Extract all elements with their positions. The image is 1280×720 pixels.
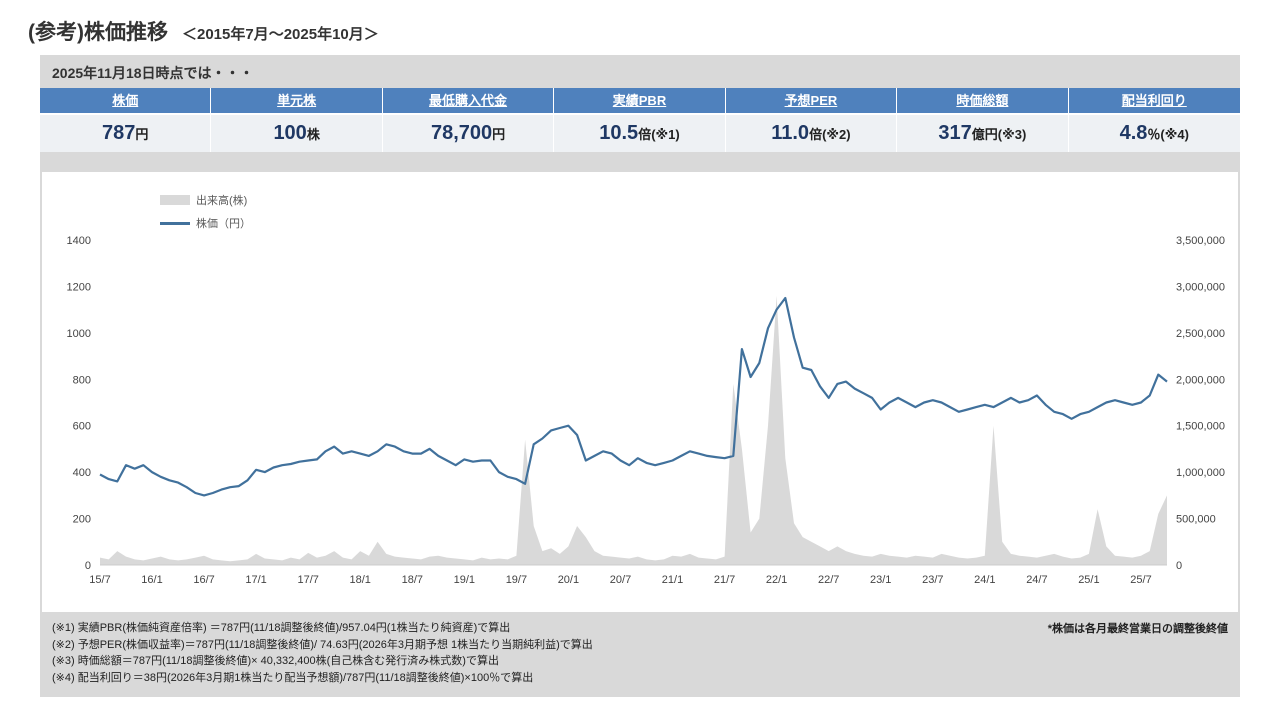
title-date-range: ＜2015年7月～2025年10月＞	[182, 26, 379, 43]
svg-text:16/7: 16/7	[193, 574, 214, 586]
svg-text:25/7: 25/7	[1130, 574, 1151, 586]
svg-text:1,500,000: 1,500,000	[1176, 421, 1225, 433]
svg-text:600: 600	[73, 421, 91, 433]
footnote-list: (※1) 実績PBR(株価純資産倍率) ＝787円(11/18調整後終値)/95…	[52, 620, 593, 686]
svg-text:22/1: 22/1	[766, 574, 787, 586]
chart-card: 出来高(株) 株価（円） 0 200 400 600 800 1000 1200 1400 0 5…	[42, 172, 1238, 612]
svg-text:17/1: 17/1	[245, 574, 266, 586]
svg-text:1,000,000: 1,000,000	[1176, 467, 1225, 479]
stat-column-price: 株価 787円	[40, 88, 212, 152]
stat-column-market-cap: 時価総額 317億円(※3)	[897, 88, 1069, 152]
svg-text:3,500,000: 3,500,000	[1176, 235, 1225, 247]
summary-table: 株価 787円 単元株 100株 最低購入代金 78,700円 実績PBR 10…	[40, 88, 1240, 152]
volume-legend-label: 出来高(株)	[196, 195, 248, 207]
svg-text:25/1: 25/1	[1078, 574, 1099, 586]
footnote-3: (※3) 時価総額＝787円(11/18調整後終値)× 40,332,400株(…	[52, 655, 499, 667]
svg-text:16/1: 16/1	[141, 574, 162, 586]
stat-header: 実績PBR	[554, 88, 725, 115]
stat-column-pbr: 実績PBR 10.5倍(※1)	[554, 88, 726, 152]
svg-text:500,000: 500,000	[1176, 514, 1216, 526]
svg-text:200: 200	[73, 514, 91, 526]
svg-text:400: 400	[73, 467, 91, 479]
stat-value: 11.0倍(※2)	[725, 115, 897, 152]
svg-text:800: 800	[73, 374, 91, 386]
footnote-4: (※4) 配当利回り＝38円(2026年3月期1株当たり配当予想額)/787円(…	[52, 671, 534, 684]
svg-text:20/7: 20/7	[610, 574, 631, 586]
stat-value: 10.5倍(※1)	[554, 115, 725, 152]
svg-text:15/7: 15/7	[89, 574, 110, 586]
content-panel: 2025年11月18日時点では・・・ 株価 787円 単元株 100株 最低購入…	[40, 55, 1240, 697]
price-volume-chart-svg: 0 200 400 600 800 1000 1200 1400 0 500,000 1,000,0…	[67, 235, 1225, 586]
title-main: (参考)株価推移	[28, 21, 168, 44]
price-line-swatch-icon	[160, 221, 190, 225]
svg-text:21/7: 21/7	[714, 574, 735, 586]
stat-column-per: 予想PER 11.0倍(※2)	[725, 88, 898, 152]
svg-text:1000: 1000	[67, 328, 91, 340]
stat-column-min-purchase: 最低購入代金 78,700円	[382, 88, 555, 152]
svg-text:1400: 1400	[67, 235, 91, 247]
svg-text:3,000,000: 3,000,000	[1176, 281, 1225, 293]
stat-value: 78,700円	[382, 115, 554, 152]
stat-header: 単元株	[211, 88, 382, 115]
stat-header: 株価	[40, 88, 211, 115]
svg-text:2,000,000: 2,000,000	[1176, 374, 1225, 386]
svg-text:24/1: 24/1	[974, 574, 995, 586]
as-of-date-label: 2025年11月18日時点では・・・	[52, 65, 254, 81]
legend-item-price: 株価（円）	[160, 215, 251, 231]
svg-text:19/1: 19/1	[454, 574, 475, 586]
svg-text:18/1: 18/1	[349, 574, 370, 586]
footnote-area: (※1) 実績PBR(株価純資産倍率) ＝787円(11/18調整後終値)/95…	[52, 620, 1228, 686]
price-legend-label: 株価（円）	[196, 218, 251, 230]
stat-value: 100株	[211, 115, 382, 152]
footnote-2: (※2) 予想PER(株価収益率)＝787円(11/18調整後終値)/ 74.6…	[52, 638, 593, 651]
svg-text:17/7: 17/7	[297, 574, 318, 586]
stat-value: 787円	[40, 115, 211, 152]
svg-text:24/7: 24/7	[1026, 574, 1047, 586]
svg-text:19/7: 19/7	[506, 574, 527, 586]
stat-value: 317億円(※3)	[897, 115, 1068, 152]
svg-text:0: 0	[1176, 560, 1182, 572]
stat-header: 最低購入代金	[382, 88, 554, 115]
svg-text:2,500,000: 2,500,000	[1176, 328, 1225, 340]
stat-column-unit-shares: 単元株 100株	[211, 88, 383, 152]
svg-text:20/1: 20/1	[558, 574, 579, 586]
price-adjustment-note: *株価は各月最終営業日の調整後終値	[1047, 623, 1228, 635]
volume-swatch-icon	[160, 195, 190, 205]
svg-text:1200: 1200	[67, 281, 91, 293]
legend-item-volume: 出来高(株)	[160, 192, 251, 208]
stat-header: 予想PER	[725, 88, 897, 115]
svg-text:18/7: 18/7	[402, 574, 423, 586]
stat-column-dividend-yield: 配当利回り 4.8％(※4)	[1068, 88, 1240, 152]
stat-header: 時価総額	[897, 88, 1068, 115]
stat-header: 配当利回り	[1068, 88, 1240, 115]
chart-legend: 出来高(株) 株価（円）	[160, 192, 251, 238]
footnote-1: (※1) 実績PBR(株価純資産倍率) ＝787円(11/18調整後終値)/95…	[52, 622, 511, 634]
stat-value: 4.8％(※4)	[1068, 115, 1240, 152]
svg-text:22/7: 22/7	[818, 574, 839, 586]
svg-text:23/7: 23/7	[922, 574, 943, 586]
page-title: (参考)株価推移 ＜2015年7月～2025年10月＞	[28, 16, 379, 46]
svg-text:23/1: 23/1	[870, 574, 891, 586]
svg-text:0: 0	[85, 560, 91, 572]
svg-text:21/1: 21/1	[662, 574, 683, 586]
